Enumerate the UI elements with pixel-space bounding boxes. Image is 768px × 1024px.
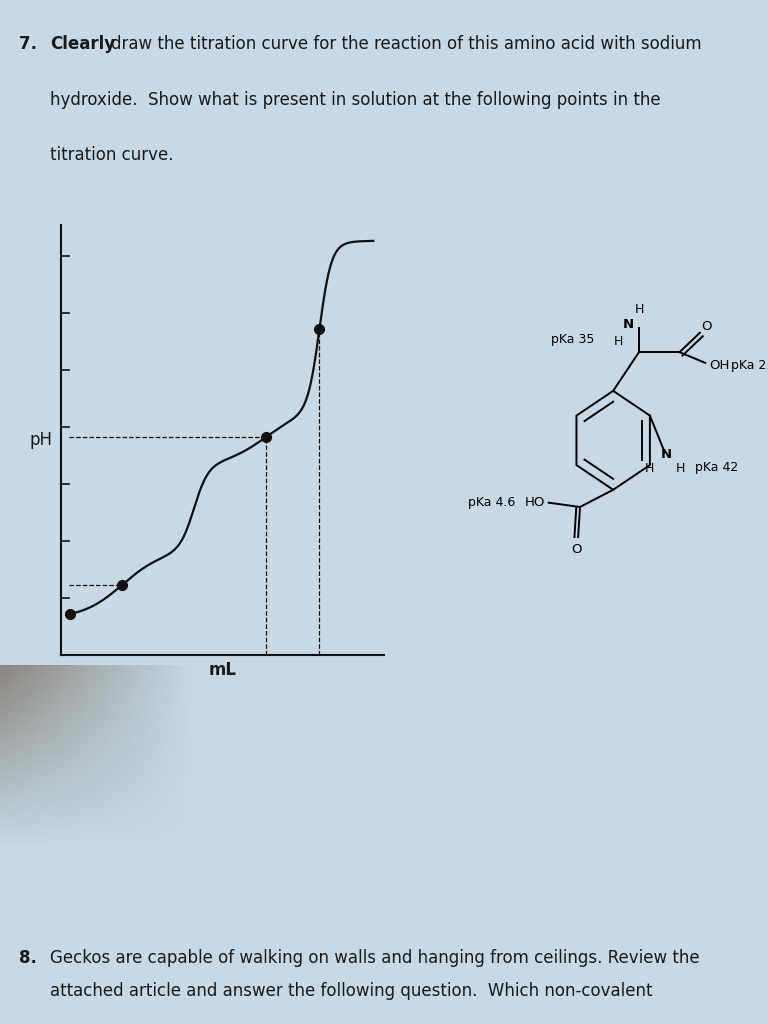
Text: HO: HO bbox=[525, 497, 545, 509]
Text: H: H bbox=[675, 462, 685, 475]
Text: H: H bbox=[644, 462, 654, 475]
Text: OH: OH bbox=[709, 358, 730, 372]
Text: 7.: 7. bbox=[19, 35, 43, 53]
Text: draw the titration curve for the reaction of this amino acid with sodium: draw the titration curve for the reactio… bbox=[111, 35, 702, 53]
Text: pKa 2.2: pKa 2.2 bbox=[731, 358, 768, 372]
Text: 8.: 8. bbox=[19, 949, 37, 968]
Text: Geckos are capable of walking on walls and hanging from ceilings. Review the: Geckos are capable of walking on walls a… bbox=[50, 949, 700, 968]
Text: Clearly: Clearly bbox=[50, 35, 115, 53]
Text: O: O bbox=[701, 319, 712, 333]
Text: hydroxide.  Show what is present in solution at the following points in the: hydroxide. Show what is present in solut… bbox=[50, 90, 660, 109]
Y-axis label: pH: pH bbox=[29, 431, 52, 450]
Text: H: H bbox=[614, 335, 624, 348]
Text: pKa 4.6: pKa 4.6 bbox=[468, 497, 515, 509]
Text: N: N bbox=[623, 317, 634, 331]
Text: O: O bbox=[571, 543, 581, 556]
Text: pKa 42: pKa 42 bbox=[694, 461, 738, 474]
Text: H: H bbox=[634, 303, 644, 316]
Text: N: N bbox=[661, 447, 672, 461]
Text: pKa 35: pKa 35 bbox=[551, 333, 594, 346]
Text: titration curve.: titration curve. bbox=[50, 145, 174, 164]
Text: attached article and answer the following question.  Which non-covalent: attached article and answer the followin… bbox=[50, 981, 653, 999]
X-axis label: mL: mL bbox=[209, 660, 237, 679]
